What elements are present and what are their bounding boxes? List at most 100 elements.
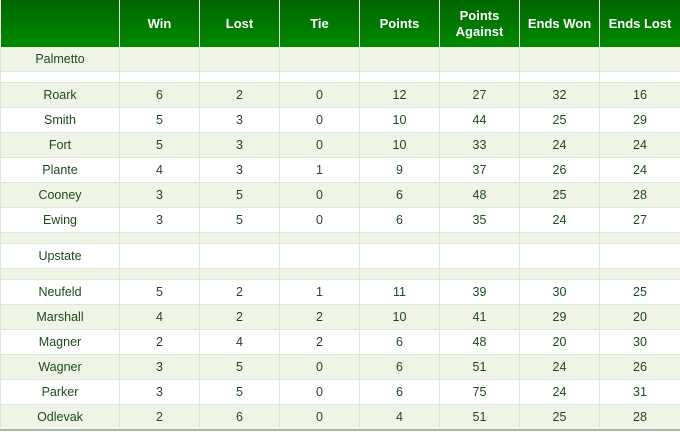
player-name: Odlevak — [0, 404, 120, 431]
stat-cell: 25 — [519, 404, 600, 431]
stat-cell: 9 — [359, 157, 440, 183]
player-name: Marshall — [0, 304, 120, 330]
player-name: Neufeld — [0, 279, 120, 305]
stat-cell: 5 — [199, 354, 280, 380]
empty-cell — [519, 232, 600, 244]
table-row: Smith 5 3 0 10 44 25 29 — [0, 107, 680, 133]
stat-cell: 2 — [279, 329, 360, 355]
player-name: Ewing — [0, 207, 120, 233]
column-header: Win — [119, 0, 200, 47]
stat-cell: 28 — [599, 182, 680, 208]
table-row: Parker 3 5 0 6 75 24 31 — [0, 379, 680, 405]
stat-cell: 24 — [519, 132, 600, 158]
stat-cell: 0 — [279, 207, 360, 233]
stat-cell: 16 — [599, 82, 680, 108]
table-row: Marshall 4 2 2 10 41 29 20 — [0, 304, 680, 330]
spacer-row — [0, 71, 680, 83]
empty-cell — [519, 243, 600, 269]
stat-cell: 29 — [599, 107, 680, 133]
empty-cell — [279, 268, 360, 280]
empty-cell — [599, 268, 680, 280]
stat-cell: 10 — [359, 132, 440, 158]
stat-cell: 27 — [439, 82, 520, 108]
empty-cell — [279, 243, 360, 269]
stat-cell: 25 — [519, 182, 600, 208]
stat-cell: 2 — [279, 304, 360, 330]
empty-cell — [199, 71, 280, 83]
stat-cell: 3 — [199, 107, 280, 133]
stat-cell: 6 — [359, 182, 440, 208]
stat-cell: 0 — [279, 354, 360, 380]
stat-cell: 30 — [599, 329, 680, 355]
stat-cell: 1 — [279, 279, 360, 305]
empty-cell — [279, 71, 360, 83]
stat-cell: 30 — [519, 279, 600, 305]
stat-cell: 4 — [119, 304, 200, 330]
stat-cell: 37 — [439, 157, 520, 183]
empty-cell — [119, 243, 200, 269]
table-row: Fort 5 3 0 10 33 24 24 — [0, 132, 680, 158]
column-header: Tie — [279, 0, 360, 47]
empty-cell — [359, 232, 440, 244]
stat-cell: 12 — [359, 82, 440, 108]
empty-cell — [599, 232, 680, 244]
stat-cell: 48 — [439, 329, 520, 355]
empty-cell — [359, 268, 440, 280]
stat-cell: 27 — [599, 207, 680, 233]
stat-cell: 29 — [519, 304, 600, 330]
stat-cell: 3 — [119, 207, 200, 233]
table-row: Odlevak 2 6 0 4 51 25 28 — [0, 404, 680, 431]
column-header: Ends Lost — [599, 0, 680, 47]
stat-cell: 0 — [279, 379, 360, 405]
empty-cell — [279, 47, 360, 72]
stat-cell: 10 — [359, 304, 440, 330]
empty-cell — [199, 268, 280, 280]
empty-cell — [599, 71, 680, 83]
empty-cell — [599, 243, 680, 269]
stat-cell: 20 — [599, 304, 680, 330]
stat-cell: 31 — [599, 379, 680, 405]
stat-cell: 5 — [119, 279, 200, 305]
stat-cell: 26 — [519, 157, 600, 183]
stat-cell: 5 — [119, 107, 200, 133]
stat-cell: 3 — [119, 182, 200, 208]
stat-cell: 4 — [119, 157, 200, 183]
empty-cell — [0, 71, 120, 83]
stat-cell: 6 — [119, 82, 200, 108]
empty-cell — [359, 243, 440, 269]
empty-cell — [199, 232, 280, 244]
stat-cell: 2 — [199, 279, 280, 305]
table-row: Roark 6 2 0 12 27 32 16 — [0, 82, 680, 108]
stat-cell: 35 — [439, 207, 520, 233]
stat-cell: 24 — [599, 132, 680, 158]
group-name: Palmetto — [0, 47, 120, 72]
stat-cell: 24 — [599, 157, 680, 183]
empty-cell — [119, 47, 200, 72]
empty-cell — [599, 47, 680, 72]
table-row: Cooney 3 5 0 6 48 25 28 — [0, 182, 680, 208]
spacer-row — [0, 232, 680, 244]
stat-cell: 33 — [439, 132, 520, 158]
column-header: Lost — [199, 0, 280, 47]
column-header: Ends Won — [519, 0, 600, 47]
empty-cell — [439, 47, 520, 72]
stat-cell: 6 — [359, 329, 440, 355]
stat-cell: 5 — [199, 379, 280, 405]
stat-cell: 0 — [279, 107, 360, 133]
stat-cell: 10 — [359, 107, 440, 133]
table-row: Magner 2 4 2 6 48 20 30 — [0, 329, 680, 355]
stat-cell: 3 — [199, 132, 280, 158]
stat-cell: 1 — [279, 157, 360, 183]
empty-cell — [359, 71, 440, 83]
table-row: Wagner 3 5 0 6 51 24 26 — [0, 354, 680, 380]
empty-cell — [439, 243, 520, 269]
player-name: Smith — [0, 107, 120, 133]
stat-cell: 2 — [119, 329, 200, 355]
empty-cell — [519, 47, 600, 72]
stat-cell: 26 — [599, 354, 680, 380]
empty-cell — [0, 268, 120, 280]
player-name: Wagner — [0, 354, 120, 380]
empty-cell — [119, 71, 200, 83]
header-row: Win Lost Tie Points Points Against Ends Won En… — [0, 0, 680, 47]
stat-cell: 44 — [439, 107, 520, 133]
